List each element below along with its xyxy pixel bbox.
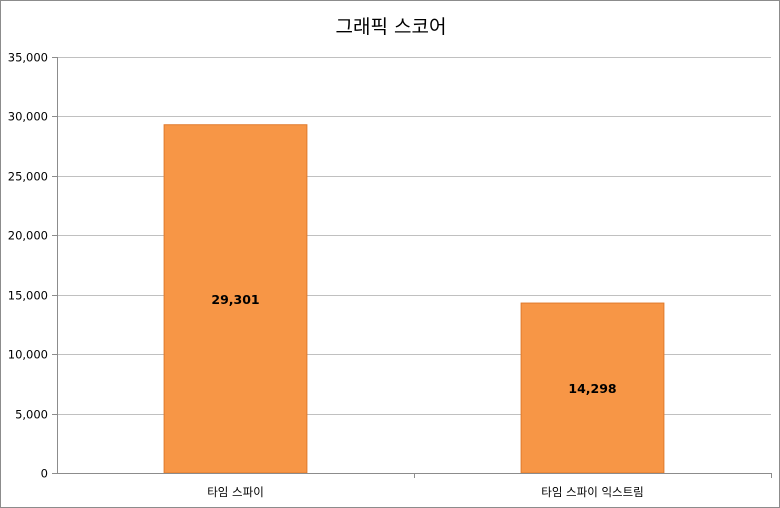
data-label: 14,298 [568, 381, 616, 396]
data-labels: 29,301 14,298 [211, 292, 616, 396]
chart-title: 그래픽 스코어 [336, 16, 447, 38]
y-tick-label: 15,000 [8, 289, 48, 303]
y-tick-label: 10,000 [8, 348, 48, 362]
y-tick-label: 0 [41, 467, 48, 481]
category-labels: 타임 스파이 타임 스파이 익스트림 [207, 485, 644, 499]
y-tick-label: 25,000 [8, 170, 48, 184]
y-tick-label: 30,000 [8, 110, 48, 124]
bar [520, 302, 665, 474]
category-label: 타임 스파이 [207, 485, 264, 499]
y-axis-tick-labels: 0 5,000 10,000 15,000 20,000 25,000 30,000 35,0… [8, 51, 48, 481]
y-tick-label: 35,000 [8, 51, 48, 65]
category-label: 타임 스파이 익스트림 [541, 485, 644, 499]
data-label: 29,301 [211, 292, 259, 307]
y-tick-label: 5,000 [15, 408, 48, 422]
y-tick-label: 20,000 [8, 229, 48, 243]
axes [52, 57, 772, 478]
